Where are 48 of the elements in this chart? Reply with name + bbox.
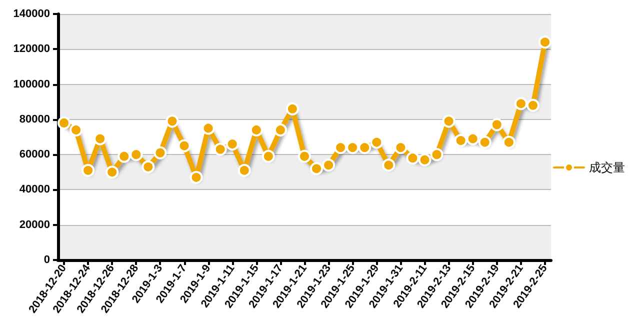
y-tick-label: 140000 (13, 8, 50, 20)
point (274, 123, 287, 136)
point (58, 116, 71, 130)
point (202, 122, 215, 135)
point (466, 132, 480, 146)
point (238, 164, 251, 177)
y-tick-label: 60000 (19, 148, 50, 161)
point (490, 118, 504, 132)
y-tick-label: 0 (44, 254, 50, 266)
point (322, 158, 336, 172)
point (358, 141, 372, 154)
point (286, 102, 299, 116)
point (394, 141, 408, 154)
point (310, 162, 324, 176)
point (166, 114, 179, 128)
point (370, 136, 384, 149)
point (226, 138, 239, 151)
point (442, 114, 456, 128)
y-tick-label: 80000 (19, 113, 50, 126)
point (502, 136, 516, 149)
point (106, 166, 119, 179)
point (538, 36, 552, 49)
point (154, 146, 167, 160)
legend-label: 成交量 (589, 160, 625, 174)
y-tick-label: 20000 (19, 218, 50, 231)
point (262, 150, 275, 163)
point (430, 148, 444, 162)
point (514, 97, 528, 110)
y-tick-label: 40000 (19, 184, 50, 196)
point (142, 160, 155, 174)
y-tick-label: 100000 (13, 78, 50, 90)
point (346, 141, 360, 154)
point (298, 150, 311, 163)
point (382, 158, 396, 172)
point (130, 148, 143, 162)
point (250, 123, 263, 136)
point (334, 141, 348, 154)
point (82, 164, 95, 177)
point (178, 139, 191, 152)
point (526, 98, 540, 112)
point (418, 153, 432, 166)
point (214, 142, 227, 156)
point (406, 152, 420, 165)
point (478, 136, 492, 149)
point (118, 150, 131, 163)
y-tick-label: 120000 (13, 43, 50, 56)
point (94, 132, 107, 146)
point (190, 170, 203, 184)
